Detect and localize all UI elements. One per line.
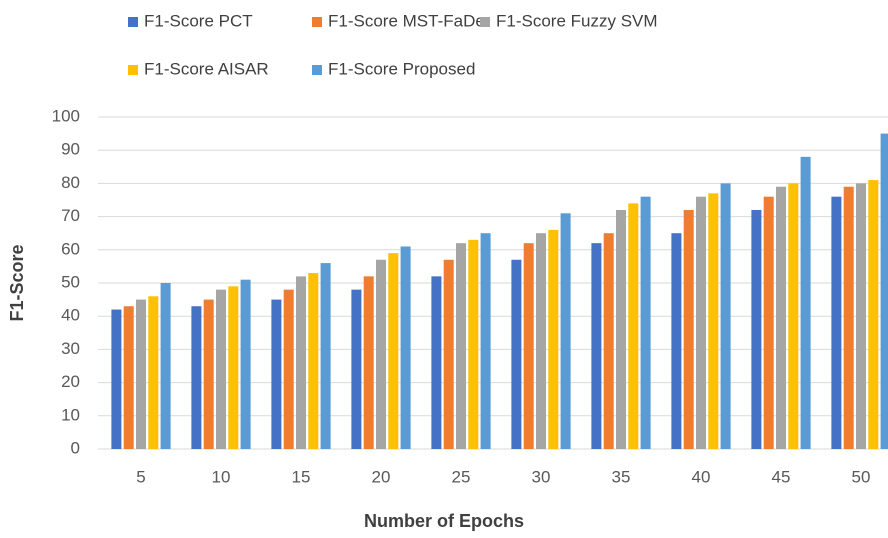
y-tick-label: 20 <box>61 372 80 391</box>
y-tick-label: 60 <box>61 239 80 258</box>
bar <box>523 243 534 449</box>
legend-swatch <box>128 17 138 27</box>
bar <box>296 276 306 449</box>
y-tick-label: 80 <box>61 173 80 192</box>
bar <box>283 289 294 449</box>
bar <box>123 306 134 449</box>
bar <box>136 299 146 449</box>
bar <box>856 183 866 449</box>
bar <box>763 196 774 449</box>
bar <box>443 259 454 449</box>
legend-label: F1-Score Proposed <box>328 59 475 78</box>
bar <box>843 186 854 449</box>
bar <box>696 196 706 449</box>
y-tick-label: 10 <box>61 405 80 424</box>
bar <box>431 276 442 449</box>
x-tick-label: 20 <box>372 467 391 486</box>
bar <box>628 203 639 449</box>
bar <box>560 213 571 449</box>
bar <box>216 289 226 449</box>
bar <box>831 196 842 449</box>
bar <box>511 259 522 449</box>
bar <box>191 306 202 449</box>
bar <box>788 183 799 449</box>
legend-label: F1-Score AISAR <box>144 59 269 78</box>
bar <box>160 283 171 449</box>
y-tick-label: 0 <box>71 438 80 457</box>
x-tick-label: 45 <box>772 467 791 486</box>
legend-label: F1-Score Fuzzy SVM <box>496 11 658 30</box>
x-tick-label: 35 <box>612 467 631 486</box>
bar <box>720 183 731 449</box>
bar <box>683 209 694 449</box>
bar <box>388 253 399 449</box>
bar <box>351 289 362 449</box>
x-tick-label: 25 <box>452 467 471 486</box>
bar <box>548 229 559 449</box>
y-tick-label: 100 <box>52 106 80 125</box>
x-axis-title: Number of Epochs <box>364 511 524 531</box>
x-tick-label: 40 <box>692 467 711 486</box>
bar <box>228 286 239 449</box>
bar <box>868 180 879 449</box>
bar <box>640 196 651 449</box>
x-tick-label: 50 <box>852 467 871 486</box>
x-tick-label: 5 <box>136 467 145 486</box>
x-tick-label: 10 <box>212 467 231 486</box>
bar <box>400 246 411 449</box>
bar <box>456 243 466 449</box>
legend-swatch <box>312 17 322 27</box>
bar <box>800 156 811 449</box>
bar <box>536 233 546 449</box>
legend-label: F1-Score PCT <box>144 11 253 30</box>
bar <box>616 209 626 449</box>
x-tick-label: 30 <box>532 467 551 486</box>
legend-swatch <box>312 65 322 75</box>
y-tick-label: 40 <box>61 306 80 325</box>
y-axis-title: F1-Score <box>7 244 27 321</box>
legend-swatch <box>480 17 490 27</box>
bar <box>148 296 159 449</box>
bar <box>671 233 682 449</box>
bar <box>751 209 762 449</box>
bar <box>111 309 122 449</box>
bar <box>271 299 282 449</box>
y-tick-label: 70 <box>61 206 80 225</box>
bar <box>240 279 251 449</box>
bar <box>320 263 331 449</box>
legend-swatch <box>128 65 138 75</box>
bar <box>363 276 374 449</box>
x-tick-label: 15 <box>292 467 311 486</box>
y-tick-label: 50 <box>61 272 80 291</box>
bar <box>203 299 214 449</box>
bar <box>468 239 479 449</box>
bar <box>308 273 319 449</box>
bar <box>880 133 888 449</box>
y-tick-label: 90 <box>61 140 80 159</box>
bar <box>376 259 386 449</box>
bar <box>708 193 719 449</box>
y-tick-label: 30 <box>61 339 80 358</box>
bar <box>591 243 602 449</box>
bar <box>603 233 614 449</box>
legend-label: F1-Score MST-FaDe <box>328 11 485 30</box>
bar <box>480 233 491 449</box>
bar <box>776 186 786 449</box>
